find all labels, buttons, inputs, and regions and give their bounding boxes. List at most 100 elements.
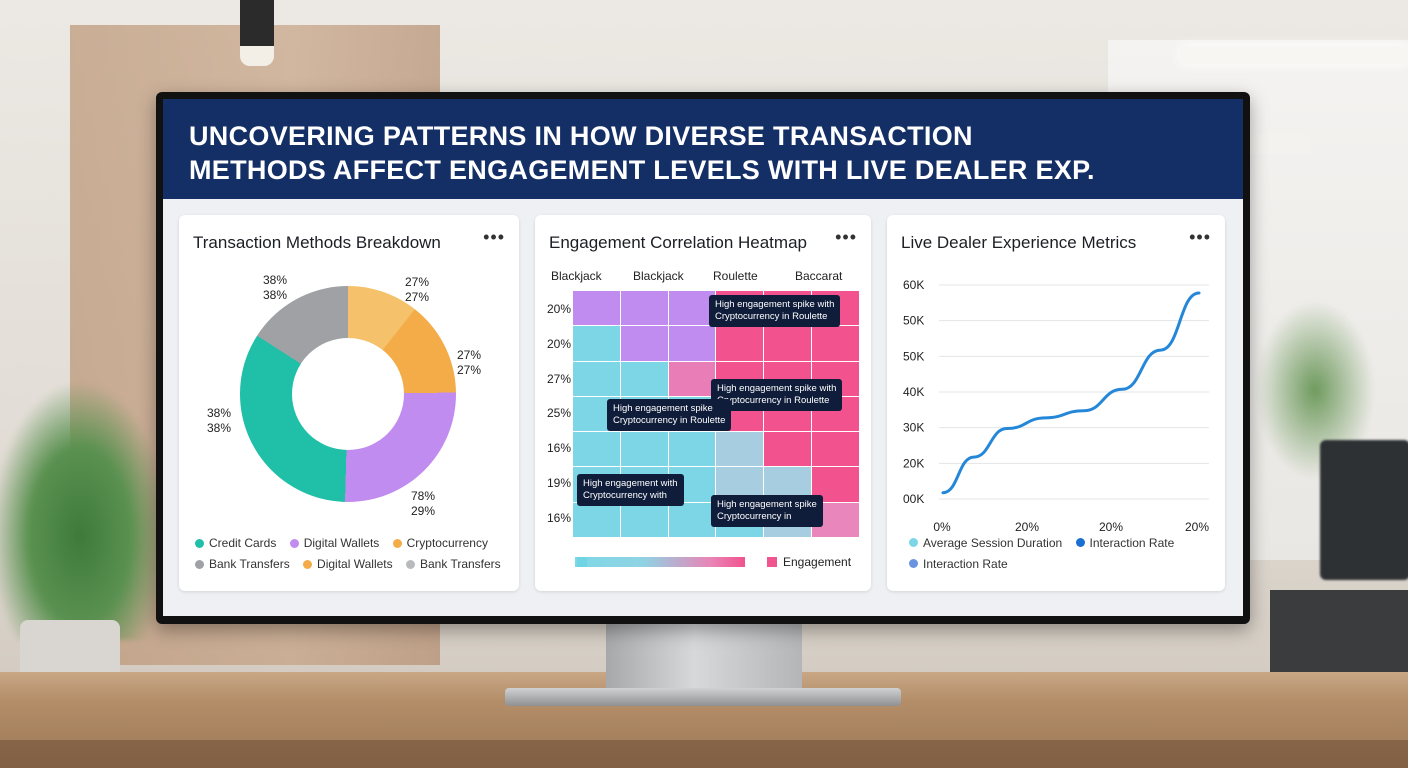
legend-dot: [289, 539, 299, 548]
x-tick-label: 20%: [1015, 520, 1039, 534]
heatmap-color-scale: [575, 557, 745, 567]
page-title-line-1: UNCOVERING PATTERNS IN HOW DIVERSE TRANS…: [189, 121, 973, 151]
transaction-methods-card: Transaction Methods Breakdown ••• 38% 38%…: [179, 215, 519, 591]
heatmap-scale-end: [767, 557, 777, 567]
legend-dot: [909, 559, 918, 568]
heatmap-tooltip: High engagement with Cryptocurrency with: [577, 474, 684, 506]
heatmap-tooltip: High engagement spike Cryptocurrency in: [711, 495, 823, 527]
x-tick-label: 20%: [1185, 520, 1209, 534]
y-tick-label: 00K: [903, 492, 924, 506]
legend-item: Interaction Rate: [1075, 536, 1174, 550]
heatmap-column-label: Blackjack: [633, 269, 684, 283]
donut-chart: [240, 286, 456, 502]
legend-dot: [303, 560, 313, 569]
donut-legend-row-1: Credit Cards Digital Wallets Cryptocurre…: [195, 536, 498, 550]
heatmap-cell: [573, 432, 620, 467]
desk-edge: [0, 740, 1408, 768]
line-chart: 60K 50K 50K 40K 30K 20K 00K 0% 20% 20% 20%: [903, 278, 1209, 534]
heatmap-scale-label: Engagement: [783, 555, 852, 569]
engagement-heatmap-card: Engagement Correlation Heatmap ••• Black…: [535, 215, 871, 591]
heatmap-tooltip: High engagement spike Cryptocurrency in R…: [607, 399, 732, 431]
heatmap-cell: [668, 291, 716, 326]
background-plant: [0, 380, 170, 640]
heatmap-cell: [573, 291, 620, 326]
y-tick-label: 60K: [903, 278, 924, 292]
heatmap-cell: [620, 361, 668, 396]
page-title-line-2: METHODS AFFECT ENGAGEMENT LEVELS WITH LI…: [189, 155, 1095, 185]
monitor-stand-neck: [606, 622, 802, 692]
heatmap-cell: [620, 502, 668, 537]
slice-label-digital-wallets-purple: 78% 29%: [411, 489, 436, 518]
legend-dot: [195, 560, 204, 569]
legend-item: Bank Transfers: [195, 557, 290, 571]
ceiling-light-small: [1250, 134, 1310, 154]
ceiling-light-bar: [1180, 46, 1408, 64]
more-horizontal-icon[interactable]: •••: [483, 227, 505, 247]
heatmap-cell: [573, 502, 620, 537]
heatmap-cell: [668, 361, 716, 396]
heatmap-cell: [764, 326, 812, 361]
live-dealer-metrics-card: Live Dealer Experience Metrics ••• 60K 50…: [887, 215, 1225, 591]
line-legend-row-1: Average Session Duration Interaction Rat…: [909, 536, 1184, 550]
y-tick-label: 40K: [903, 385, 924, 399]
heatmap-cell: [812, 326, 859, 361]
legend-item: Digital Wallets: [303, 557, 393, 571]
heatmap-cell: [764, 432, 812, 467]
card-title: Engagement Correlation Heatmap: [549, 233, 807, 252]
heatmap-row-label: 16%: [547, 511, 572, 525]
legend-dot: [405, 560, 415, 569]
ceiling-lamp: [240, 0, 274, 66]
more-horizontal-icon[interactable]: •••: [1189, 227, 1211, 247]
heatmap-row-label: 20%: [547, 337, 572, 351]
series-line: [941, 291, 1201, 495]
heatmap-cell: [668, 326, 716, 361]
card-title: Live Dealer Experience Metrics: [901, 233, 1137, 252]
y-tick-label: 30K: [903, 421, 924, 435]
slice-label-digital-wallets-orange: 27% 27%: [457, 348, 482, 377]
legend-dot: [909, 538, 918, 547]
monitor-stand-base: [505, 688, 901, 706]
heatmap-cell: [620, 291, 668, 326]
y-tick-label: 50K: [903, 314, 924, 328]
heatmap-cell: [573, 326, 620, 361]
line-legend-row-2: Interaction Rate: [909, 557, 1018, 571]
heatmap-tooltip: High engagement spike with Cryptocurrency…: [711, 379, 843, 411]
legend-item: Bank Transfers: [405, 557, 501, 571]
heatmap-row-label: 27%: [547, 372, 572, 386]
heatmap-row-label: 20%: [547, 302, 572, 316]
x-tick-label: 0%: [933, 520, 951, 534]
heatmap-scale-start: [577, 557, 587, 567]
heatmap-cell: [573, 361, 620, 396]
heatmap-column-label: Roulette: [713, 269, 758, 283]
legend-dot: [1075, 538, 1085, 547]
more-horizontal-icon[interactable]: •••: [835, 227, 857, 247]
heatmap-row-label: 25%: [547, 406, 572, 420]
x-tick-label: 20%: [1099, 520, 1123, 534]
heatmap-cell: [668, 432, 716, 467]
heatmap-row-label: 16%: [547, 441, 572, 455]
donut-legend-row-2: Bank Transfers Digital Wallets Bank Tran…: [195, 557, 511, 571]
dashboard-screen: UNCOVERING PATTERNS IN HOW DIVERSE TRANS…: [163, 99, 1243, 616]
legend-item: Digital Wallets: [289, 536, 379, 550]
heatmap-cell: [716, 432, 764, 467]
monitor: UNCOVERING PATTERNS IN HOW DIVERSE TRANS…: [156, 92, 1250, 624]
legend-item: Interaction Rate: [909, 557, 1008, 571]
heatmap-row-label: 19%: [547, 476, 572, 490]
y-tick-label: 50K: [903, 349, 924, 363]
heatmap-cell: [812, 432, 859, 467]
slice-label-bank-transfers: 38% 38%: [263, 273, 288, 302]
slice-label-credit-cards: 38% 38%: [207, 406, 232, 435]
heatmap-cell: [716, 326, 764, 361]
background-chair: [1320, 440, 1408, 580]
heatmap-column-label: Blackjack: [551, 269, 602, 283]
legend-item: Credit Cards: [195, 536, 276, 550]
y-tick-label: 20K: [903, 456, 924, 470]
page-title: UNCOVERING PATTERNS IN HOW DIVERSE TRANS…: [189, 119, 1209, 187]
heatmap-column-label: Baccarat: [795, 269, 843, 283]
donut-hole: [292, 338, 404, 450]
legend-dot: [195, 539, 204, 548]
card-title: Transaction Methods Breakdown: [193, 233, 441, 252]
legend-item: Average Session Duration: [909, 536, 1062, 550]
heatmap-cell: [620, 432, 668, 467]
slice-label-cryptocurrency: 27% 27%: [405, 275, 430, 304]
